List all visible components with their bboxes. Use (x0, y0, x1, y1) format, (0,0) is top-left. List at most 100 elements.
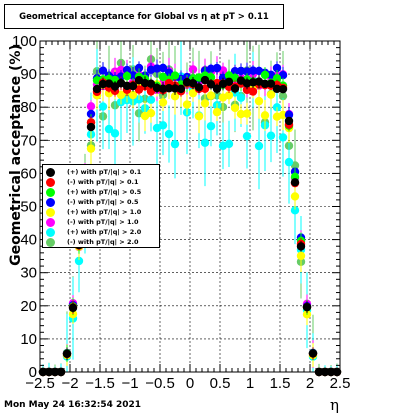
data-point (296, 251, 306, 261)
data-point (290, 178, 300, 187)
data-point (86, 102, 96, 111)
data-point (224, 91, 234, 100)
legend-label: (+) with pT/|q| > 2.0 (67, 228, 142, 236)
data-point (128, 81, 138, 91)
data-point (266, 79, 276, 88)
y-tick-label: 90 (20, 66, 37, 83)
data-point (170, 71, 180, 80)
data-point (272, 63, 282, 73)
legend-marker-icon (46, 237, 55, 247)
legend-label: (+) with pT/|q| > 0.1 (67, 168, 142, 176)
y-axis-label: Geometrical acceptance (%) (8, 44, 24, 266)
x-axis-label: η (330, 396, 339, 414)
data-point (110, 129, 120, 138)
legend-marker-icon (46, 207, 55, 217)
data-point (248, 66, 258, 75)
x-tick-label: −2.5 (25, 375, 55, 392)
data-point (254, 96, 264, 106)
legend-label: (-) with pT/|q| > 2.0 (67, 238, 139, 246)
data-point (284, 157, 294, 167)
legend-item: (+) with pT/|q| > 0.5 (46, 187, 156, 197)
x-tick-label: −0.5 (145, 375, 175, 392)
data-point (182, 100, 192, 109)
data-point (164, 129, 174, 139)
data-point (194, 83, 204, 92)
data-point (146, 95, 156, 105)
data-point (164, 84, 174, 93)
x-tick-label: −1.5 (85, 375, 115, 392)
legend-label: (-) with pT/|q| > 0.1 (67, 178, 139, 186)
data-point (248, 87, 258, 96)
data-point (284, 110, 294, 120)
y-tick-label: 60 (20, 165, 37, 182)
date-stamp: Mon May 24 16:32:54 2021 (4, 400, 142, 410)
data-point (188, 65, 198, 74)
data-point (146, 79, 156, 88)
legend-item: (-) with pT/|q| > 0.1 (46, 177, 156, 187)
data-point (98, 102, 108, 111)
data-point (308, 349, 318, 358)
data-point (206, 121, 216, 131)
x-tick-label: 0 (186, 375, 194, 392)
data-point (122, 71, 132, 81)
x-tick-label: 1.5 (270, 375, 291, 392)
data-point (272, 74, 282, 83)
data-point (230, 67, 240, 76)
x-tick-label: 2.5 (330, 375, 351, 392)
data-point (278, 84, 288, 94)
legend-item: (+) with pT/|q| > 0.1 (46, 167, 156, 177)
legend-marker-icon (46, 227, 55, 237)
legend: (+) with pT/|q| > 0.1 (-) with pT/|q| > … (42, 164, 160, 248)
data-point (86, 109, 96, 119)
data-point (206, 80, 216, 89)
series-group (38, 75, 342, 377)
data-point (104, 124, 114, 134)
tick-labels: −2.5 −2 −1.5 −1 −0.5 0 0.5 1 1.5 2 2.5 0 10 20 30 40 50 6… (12, 33, 350, 392)
data-point (236, 93, 246, 102)
legend-item: (-) with pT/|q| > 1.0 (46, 217, 156, 227)
y-tick-label: 0 (29, 364, 37, 381)
data-point (206, 91, 216, 100)
data-point (134, 63, 144, 73)
series-layer (38, 41, 342, 377)
data-point (284, 116, 294, 126)
data-point (62, 349, 72, 358)
data-point (200, 75, 210, 85)
data-point (98, 79, 108, 89)
y-tick-label: 30 (20, 265, 37, 282)
legend-marker-icon (46, 187, 55, 197)
data-point (254, 141, 264, 151)
data-point (170, 139, 180, 149)
data-point (236, 109, 246, 119)
data-point (158, 121, 168, 130)
data-point (122, 81, 132, 91)
data-point (74, 256, 84, 266)
legend-label: (+) with pT/|q| > 0.5 (67, 188, 142, 196)
data-point (260, 111, 270, 120)
x-tick-label: −2 (61, 375, 78, 392)
legend-item: (-) with pT/|q| > 2.0 (46, 237, 156, 247)
data-point (230, 84, 240, 93)
data-point (212, 63, 222, 73)
data-point (290, 206, 300, 215)
legend-marker-icon (46, 197, 55, 207)
y-tick-label: 40 (20, 232, 37, 249)
data-point (188, 78, 198, 88)
y-tick-label: 50 (20, 199, 37, 216)
data-point (278, 133, 288, 142)
data-point (128, 90, 138, 100)
data-point (194, 112, 204, 121)
legend-label: (+) with pT/|q| > 1.0 (67, 208, 142, 216)
data-point (170, 92, 180, 101)
data-point (158, 98, 168, 107)
legend-item: (+) with pT/|q| > 2.0 (46, 227, 156, 237)
data-point (302, 302, 312, 312)
data-point (296, 242, 306, 251)
x-tick-label: 1 (246, 375, 254, 392)
data-point (146, 108, 156, 118)
chart-title: Geometrical acceptance for Global vs η a… (4, 4, 284, 29)
data-point (272, 84, 282, 94)
data-point (290, 192, 300, 201)
data-point (212, 107, 222, 117)
